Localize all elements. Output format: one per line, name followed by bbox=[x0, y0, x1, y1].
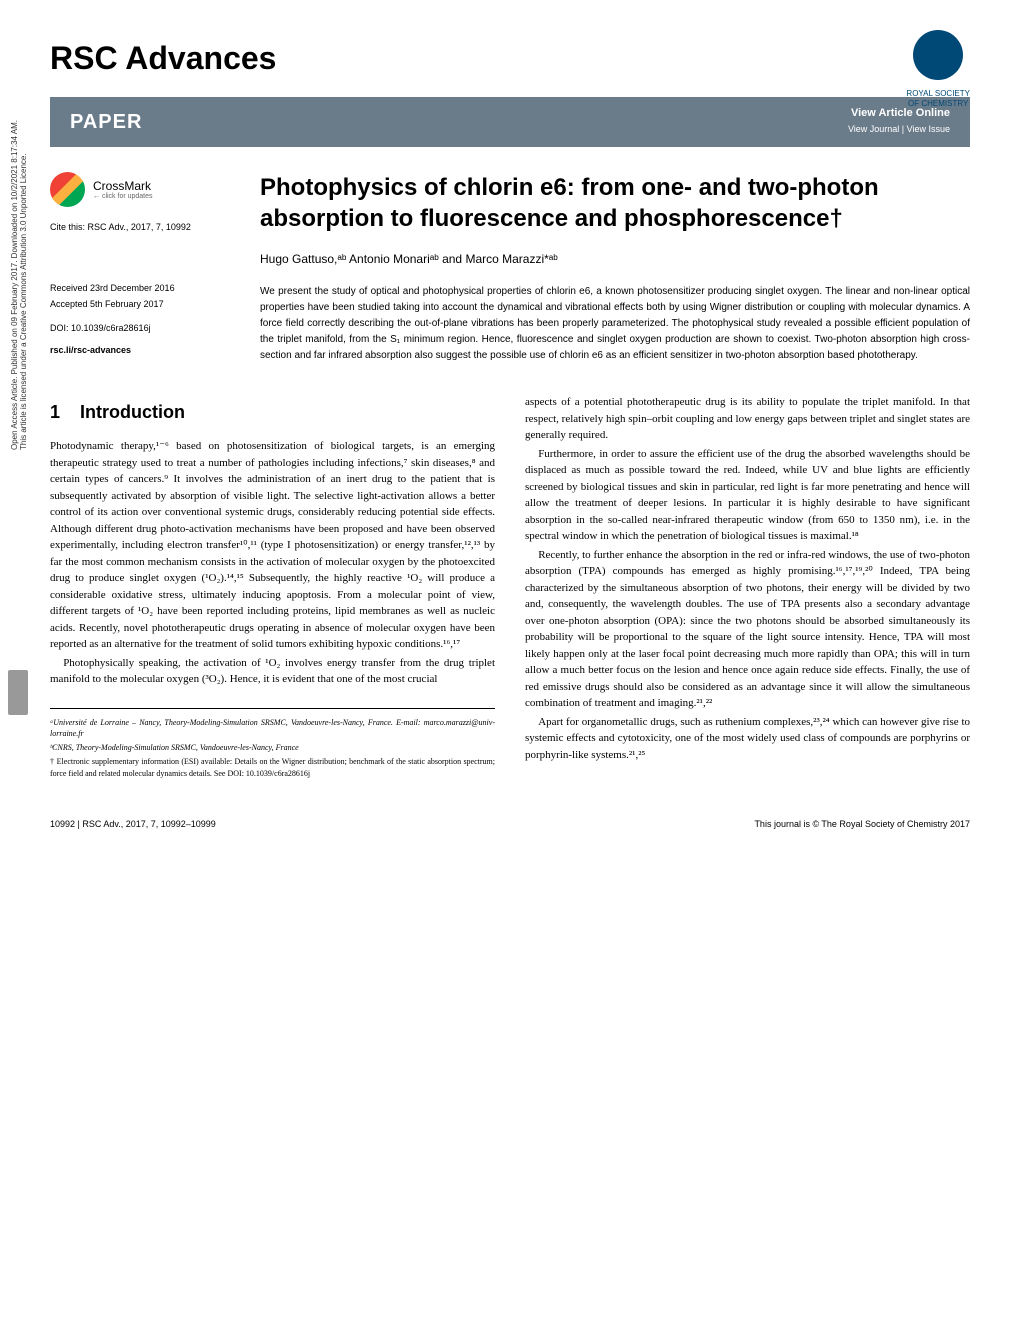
abstract-text: We present the study of optical and phot… bbox=[260, 284, 970, 364]
crossmark-label: CrossMark bbox=[93, 179, 153, 193]
section-title: Introduction bbox=[80, 402, 185, 422]
authors-line: Hugo Gattuso,ᵃᵇ Antonio Monariᵃᵇ and Mar… bbox=[260, 252, 970, 266]
doi-text: DOI: 10.1039/c6ra28616j bbox=[50, 323, 230, 333]
affiliation-b: ᵇCNRS, Theory-Modeling-Simulation SRSMC,… bbox=[50, 742, 495, 753]
publisher-name: ROYAL SOCIETY OF CHEMISTRY bbox=[906, 89, 970, 108]
affiliation-a: ᵃUniversité de Lorraine – Nancy, Theory-… bbox=[50, 717, 495, 739]
page-container: Open Access Article. Published on 09 Feb… bbox=[0, 0, 1020, 869]
paper-label: PAPER bbox=[70, 111, 142, 134]
article-title: Photophysics of chlorin e6: from one- an… bbox=[260, 172, 970, 234]
body-text: 1 Introduction Photodynamic therapy,¹⁻⁶ … bbox=[50, 394, 970, 778]
left-column: CrossMark ← click for updates Cite this:… bbox=[50, 172, 230, 394]
content-area: CrossMark ← click for updates Cite this:… bbox=[50, 172, 970, 394]
section-number: 1 bbox=[50, 402, 60, 422]
body-para: Recently, to further enhance the absorpt… bbox=[525, 547, 970, 712]
crossmark-sublabel: ← click for updates bbox=[93, 193, 153, 200]
sidebar-line1: Open Access Article. Published on 09 Feb… bbox=[10, 120, 19, 450]
view-article-link[interactable]: View Article Online bbox=[848, 107, 950, 119]
esi-note: † Electronic supplementary information (… bbox=[50, 756, 495, 778]
view-journal-link[interactable]: View Journal | View Issue bbox=[848, 124, 950, 134]
page-footer: 10992 | RSC Adv., 2017, 7, 10992–10999 T… bbox=[50, 809, 970, 829]
publisher-logo: ROYAL SOCIETY OF CHEMISTRY bbox=[906, 30, 970, 108]
sidebar-access-text: Open Access Article. Published on 09 Feb… bbox=[10, 120, 28, 450]
online-links: View Article Online View Journal | View … bbox=[848, 107, 950, 137]
sidebar-line2: This article is licensed under a Creativ… bbox=[19, 153, 28, 450]
received-date: Received 23rd December 2016 bbox=[50, 282, 230, 296]
body-para: Photophysically speaking, the activation… bbox=[50, 655, 495, 688]
body-para: Photodynamic therapy,¹⁻⁶ based on photos… bbox=[50, 438, 495, 653]
rsc-logo-icon bbox=[913, 30, 963, 80]
accepted-date: Accepted 5th February 2017 bbox=[50, 298, 230, 312]
body-para: Apart for organometallic drugs, such as … bbox=[525, 714, 970, 764]
crossmark-badge[interactable]: CrossMark ← click for updates bbox=[50, 172, 230, 207]
journal-title: RSC Advances bbox=[50, 40, 970, 77]
right-column: Photophysics of chlorin e6: from one- an… bbox=[260, 172, 970, 394]
crossmark-icon bbox=[50, 172, 85, 207]
affiliations-block: ᵃUniversité de Lorraine – Nancy, Theory-… bbox=[50, 708, 495, 779]
body-para: Furthermore, in order to assure the effi… bbox=[525, 446, 970, 545]
cc-by-badge-icon bbox=[8, 670, 28, 715]
paper-header-bar: PAPER View Article Online View Journal |… bbox=[50, 97, 970, 147]
body-para: aspects of a potential phototherapeutic … bbox=[525, 394, 970, 444]
citation-text: Cite this: RSC Adv., 2017, 7, 10992 bbox=[50, 222, 230, 232]
rsc-short-link[interactable]: rsc.li/rsc-advances bbox=[50, 345, 230, 355]
section-heading: 1 Introduction bbox=[50, 399, 495, 426]
footer-left: 10992 | RSC Adv., 2017, 7, 10992–10999 bbox=[50, 819, 216, 829]
footer-right: This journal is © The Royal Society of C… bbox=[754, 819, 970, 829]
